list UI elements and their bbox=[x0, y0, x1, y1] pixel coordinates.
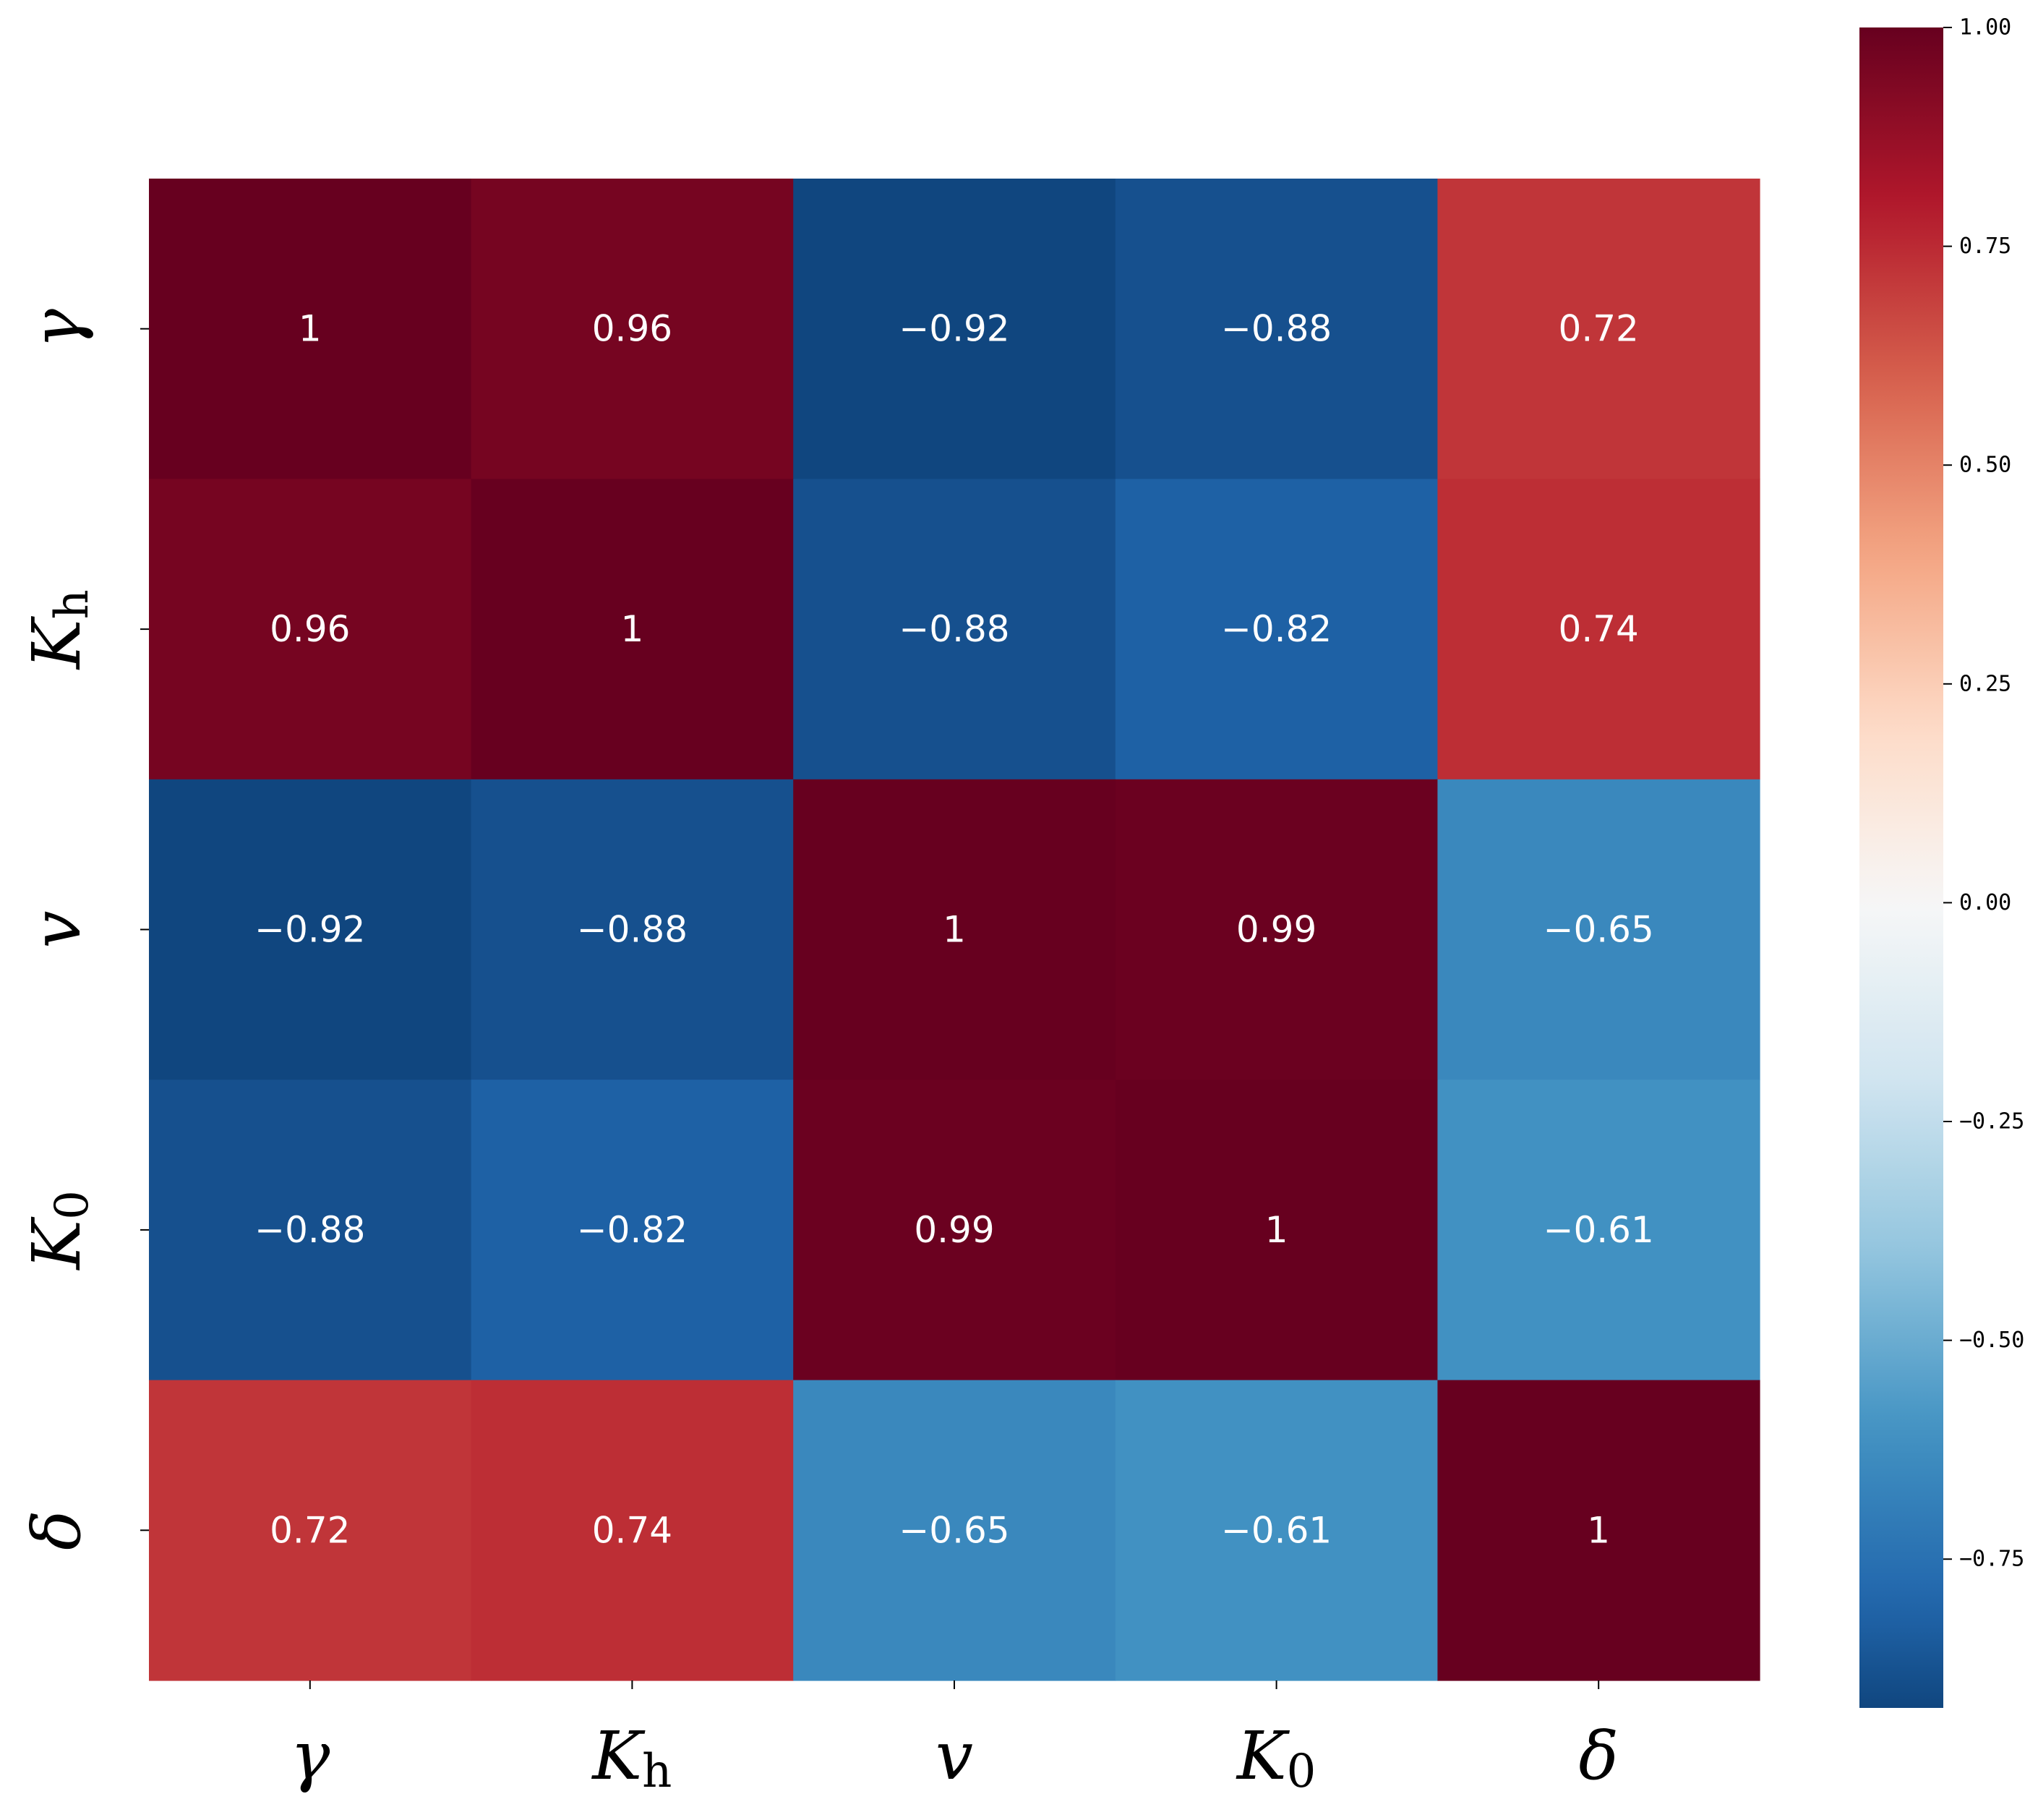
cell-value-label: −0.88 bbox=[577, 909, 688, 951]
cell-value-label: −0.82 bbox=[577, 1209, 688, 1251]
heatmap-cell bbox=[793, 1380, 1116, 1681]
axis-label-base: γ bbox=[290, 1717, 330, 1795]
cell-value-label: 0.99 bbox=[1236, 909, 1316, 951]
axis-label-base: K bbox=[591, 1717, 646, 1795]
colorbar: 1.00 0.75 0.50 0.25 0.00 −0.25 −0.50 −0.75 bbox=[1859, 15, 2024, 1708]
heatmap-cell bbox=[1437, 479, 1760, 780]
cell-value-label: −0.61 bbox=[1544, 1209, 1654, 1251]
axis-tick-label: Kh bbox=[591, 1717, 672, 1799]
colorbar-tick-label: 0.75 bbox=[1959, 234, 2011, 259]
colorbar-ticks: 1.00 0.75 0.50 0.25 0.00 −0.25 −0.50 −0.75 bbox=[1943, 15, 2024, 1572]
svg-text:K0: K0 bbox=[1236, 1717, 1316, 1799]
cell-value-label: −0.92 bbox=[254, 909, 365, 951]
cell-value-label: 0.72 bbox=[1559, 308, 1639, 350]
cell-value-label: −0.92 bbox=[899, 308, 1009, 350]
heatmap-cell bbox=[793, 1080, 1116, 1381]
axis-label-base: δ bbox=[1579, 1717, 1619, 1795]
heatmap-cell bbox=[471, 1080, 794, 1381]
heatmap-cell bbox=[1115, 1080, 1438, 1381]
heatmap-cell bbox=[1437, 779, 1760, 1080]
cell-value-label: 1 bbox=[299, 308, 322, 350]
axis-label-subscript: 0 bbox=[1287, 1745, 1316, 1798]
cell-value-label: −0.65 bbox=[1544, 909, 1654, 951]
cell-value-label: 0.96 bbox=[270, 608, 350, 650]
axis-label-subscript: h bbox=[642, 1745, 672, 1798]
colorbar-tick-label: −0.50 bbox=[1959, 1328, 2024, 1353]
x-axis: γ Kh v K0 δ bbox=[290, 1680, 1619, 1798]
svg-text:v: v bbox=[18, 911, 95, 949]
cell-value-label: 0.96 bbox=[592, 308, 672, 350]
heatmap-cell bbox=[1437, 179, 1760, 479]
cell-value-label: −0.82 bbox=[1221, 608, 1332, 650]
colorbar-tick-label: 0.00 bbox=[1959, 890, 2011, 915]
axis-tick-label: v bbox=[18, 911, 95, 949]
svg-text:Kh: Kh bbox=[591, 1717, 672, 1799]
heatmap-cell bbox=[149, 1380, 472, 1681]
colorbar-tick-label: 0.25 bbox=[1959, 671, 2011, 696]
heatmap-cell bbox=[793, 779, 1116, 1080]
axis-tick-label: K0 bbox=[18, 1190, 100, 1270]
svg-text:Kh: Kh bbox=[18, 589, 100, 670]
heatmap-cell bbox=[1115, 779, 1438, 1080]
heatmap-cell bbox=[471, 179, 794, 479]
cell-value-label: 1 bbox=[943, 909, 966, 951]
axis-tick-label: γ bbox=[18, 308, 95, 349]
axis-label-base: K bbox=[1236, 1717, 1290, 1795]
axis-label-base: K bbox=[18, 1216, 95, 1271]
colorbar-tick-label: −0.25 bbox=[1959, 1109, 2024, 1135]
axis-tick-label: γ bbox=[290, 1717, 330, 1795]
heatmap-cell bbox=[149, 1080, 472, 1381]
axis-label-subscript: 0 bbox=[46, 1190, 99, 1220]
colorbar-tick-label: −0.75 bbox=[1959, 1547, 2024, 1572]
cell-value-label: 0.72 bbox=[270, 1509, 350, 1551]
cell-value-label: 0.74 bbox=[592, 1509, 672, 1551]
axis-label-base: δ bbox=[18, 1511, 95, 1550]
svg-text:γ: γ bbox=[18, 308, 95, 349]
axis-tick-label: v bbox=[935, 1717, 973, 1795]
heatmap-cell bbox=[471, 479, 794, 780]
cell-value-label: 1 bbox=[1587, 1509, 1610, 1551]
heatmap-cell bbox=[1437, 1380, 1760, 1681]
colorbar-tick-label: 0.50 bbox=[1959, 453, 2011, 478]
heatmap-cell bbox=[149, 779, 472, 1080]
colorbar-tick-label: 1.00 bbox=[1959, 15, 2011, 40]
heatmap-cell bbox=[1115, 1380, 1438, 1681]
cell-value-label: 1 bbox=[620, 608, 643, 650]
cell-value-label: −0.88 bbox=[1221, 308, 1332, 350]
heatmap-cell bbox=[1115, 479, 1438, 780]
svg-text:γ: γ bbox=[290, 1717, 330, 1795]
axis-label-base: γ bbox=[18, 308, 95, 349]
cell-value-label: 1 bbox=[1265, 1209, 1288, 1251]
cell-value-label: 0.74 bbox=[1559, 608, 1639, 650]
heatmap-cell bbox=[149, 479, 472, 780]
heatmap-cell bbox=[1437, 1080, 1760, 1381]
axis-tick-label: δ bbox=[1579, 1717, 1619, 1795]
cell-value-label: −0.88 bbox=[254, 1209, 365, 1251]
axis-tick-label: K0 bbox=[1236, 1717, 1316, 1799]
axis-label-base: K bbox=[18, 615, 95, 670]
svg-text:δ: δ bbox=[1579, 1717, 1619, 1795]
axis-label-subscript: h bbox=[46, 589, 99, 619]
axis-tick-label: δ bbox=[18, 1511, 95, 1550]
cell-value-label: −0.61 bbox=[1221, 1509, 1332, 1551]
heatmap-cell bbox=[149, 179, 472, 479]
axis-label-base: v bbox=[18, 911, 95, 949]
cell-value-label: 0.99 bbox=[914, 1209, 994, 1251]
axis-tick-label: Kh bbox=[18, 589, 100, 670]
heatmap-cell bbox=[793, 479, 1116, 780]
heatmap-cell bbox=[1115, 179, 1438, 479]
cell-value-label: −0.88 bbox=[899, 608, 1009, 650]
heatmap-grid: 1 0.96 −0.92 −0.88 0.72 0.96 1 −0.88 −0.82 0.74 −0… bbox=[149, 179, 1760, 1681]
colorbar-bar bbox=[1859, 27, 1943, 1708]
heatmap-cell bbox=[471, 1380, 794, 1681]
heatmap-cell bbox=[793, 179, 1116, 479]
svg-text:K0: K0 bbox=[18, 1190, 100, 1270]
heatmap-cell bbox=[471, 779, 794, 1080]
axis-label-base: v bbox=[935, 1717, 973, 1795]
cell-value-label: −0.65 bbox=[899, 1509, 1009, 1551]
svg-text:δ: δ bbox=[18, 1511, 95, 1550]
svg-text:v: v bbox=[935, 1717, 973, 1795]
